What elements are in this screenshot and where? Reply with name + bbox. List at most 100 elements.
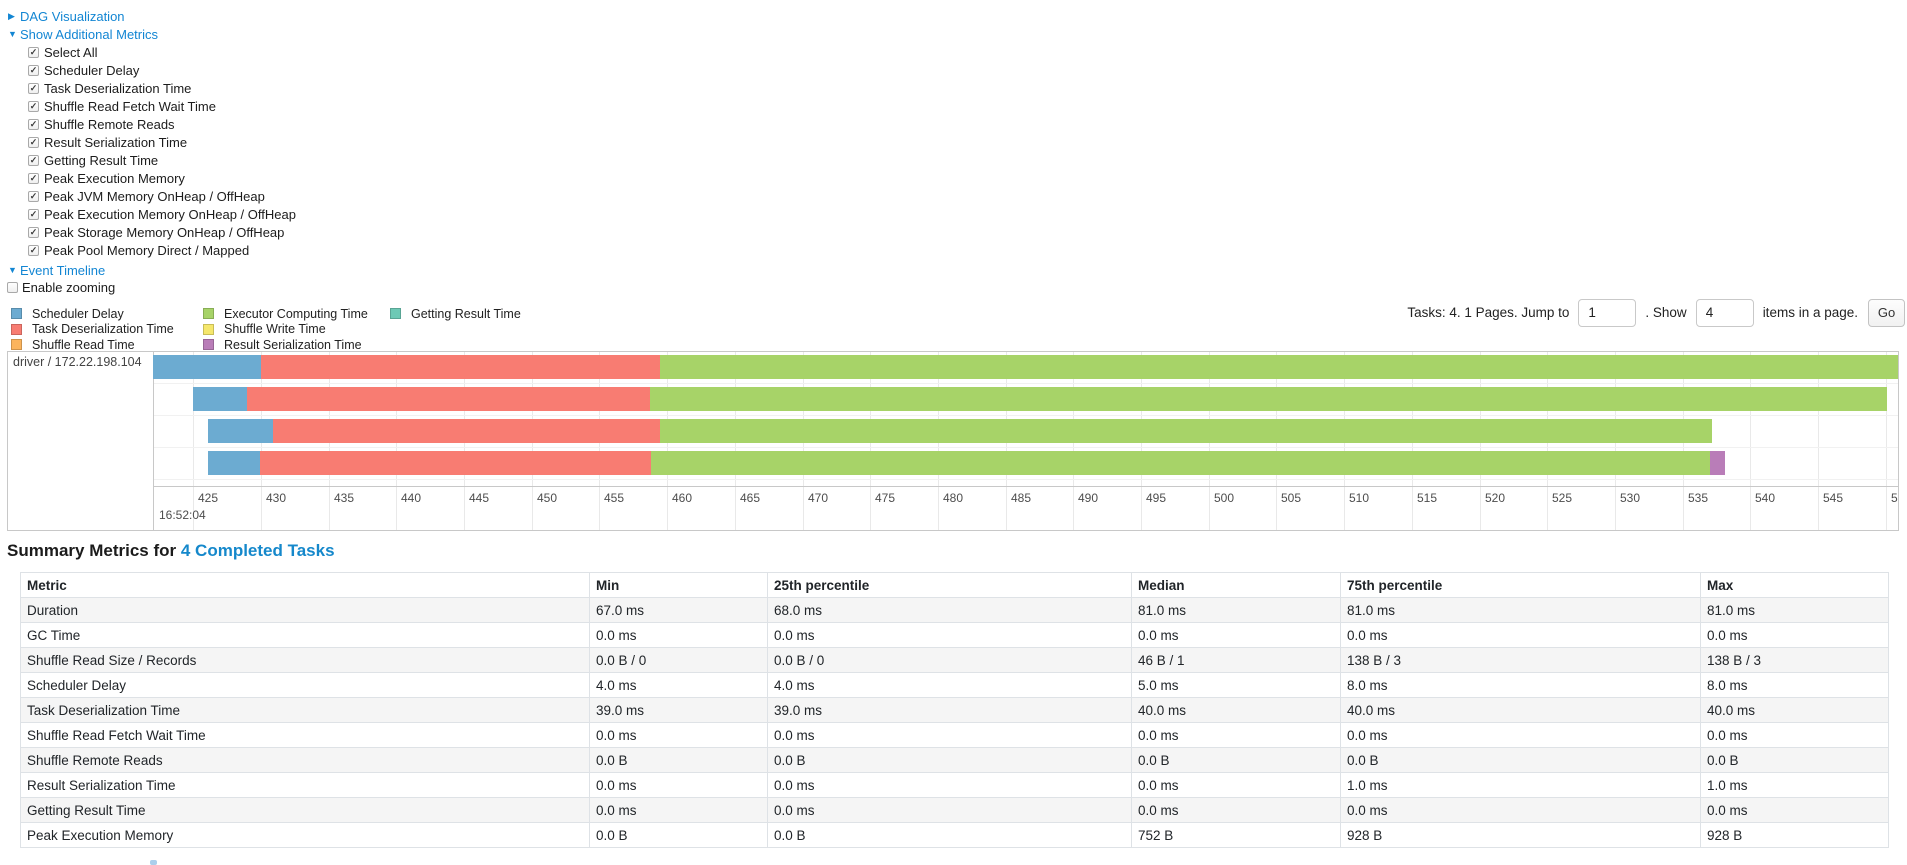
timeline-segment-executor-computing[interactable] (650, 451, 1710, 475)
timeline-segment-scheduler-delay[interactable] (193, 387, 248, 411)
metric-checkbox[interactable]: ✓ (28, 46, 39, 58)
timeline-segment-executor-computing[interactable] (660, 355, 1898, 379)
table-cell: 752 B (1131, 822, 1341, 848)
event-timeline-chart: driver / 172.22.198.104 425 430 435 440 445 4… (7, 351, 1899, 531)
timeline-tick-label: 460 (672, 491, 693, 505)
timeline-tick-label: 550 (1891, 491, 1898, 505)
jump-to-page-input[interactable] (1578, 298, 1637, 327)
timeline-tick-label: 505 (1281, 491, 1302, 505)
legend-label: Shuffle Write Time (224, 322, 326, 337)
check-icon: ✓ (29, 172, 38, 183)
table-cell: 8.0 ms (1700, 672, 1889, 698)
table-row: Shuffle Read Fetch Wait Time 0.0 ms 0.0 ms… (20, 722, 1889, 748)
metric-checkbox[interactable]: ✓ (28, 82, 39, 94)
legend-label: Getting Result Time (411, 306, 521, 321)
timeline-segment-executor-computing[interactable] (649, 387, 1888, 411)
go-button[interactable]: Go (1868, 298, 1905, 327)
timeline-tick-label: 495 (1146, 491, 1167, 505)
timeline-row-separator (154, 415, 1898, 416)
table-row: Result Serialization Time 0.0 ms 0.0 ms 0.0… (20, 772, 1889, 798)
table-cell: 0.0 ms (1340, 622, 1701, 648)
table-cell: 0.0 ms (1700, 797, 1889, 823)
check-icon: ✓ (29, 64, 38, 75)
metric-checkbox-label[interactable]: Select All (44, 44, 98, 60)
timeline-major-label: 16:52:04 (159, 508, 206, 522)
table-row: Getting Result Time 0.0 ms 0.0 ms 0.0 ms 0.0… (20, 797, 1889, 823)
legend-label: Scheduler Delay (32, 306, 124, 321)
check-icon: ✓ (29, 154, 38, 165)
metric-checkbox-label[interactable]: Peak Storage Memory OnHeap / OffHeap (44, 224, 285, 240)
legend-item: Executor Computing Time (203, 306, 368, 322)
metric-checkbox[interactable]: ✓ (28, 190, 39, 202)
metric-checkbox-label[interactable]: Shuffle Read Fetch Wait Time (44, 98, 216, 114)
metric-checkbox[interactable]: ✓ (28, 226, 39, 238)
timeline-tick-label: 440 (401, 491, 422, 505)
metric-checkbox-label[interactable]: Peak Execution Memory OnHeap / OffHeap (44, 206, 296, 222)
table-cell: 0.0 B (589, 747, 768, 773)
completed-tasks-link[interactable]: 4 Completed Tasks (180, 541, 335, 560)
metric-checkbox[interactable]: ✓ (28, 208, 39, 220)
metric-checkbox-label[interactable]: Result Serialization Time (44, 134, 188, 150)
items-per-page-input[interactable] (1695, 298, 1754, 327)
timeline-gridline (1818, 352, 1819, 530)
dag-visualization-label: DAG Visualization (20, 8, 125, 24)
metric-checkbox-label[interactable]: Task Deserialization Time (44, 80, 192, 96)
metric-checkbox-label[interactable]: Getting Result Time (44, 152, 159, 168)
metric-checkbox-item: ✓ Peak Execution Memory OnHeap / OffHeap (28, 205, 296, 223)
timeline-segment-task-deserialization[interactable] (259, 451, 651, 475)
dag-visualization-toggle[interactable]: ▶ DAG Visualization (8, 7, 125, 25)
timeline-segment-task-deserialization[interactable] (260, 355, 661, 379)
metric-checkbox-item: ✓ Task Deserialization Time (28, 79, 296, 97)
table-cell: 138 B / 3 (1700, 647, 1889, 673)
metric-checkbox-label[interactable]: Shuffle Remote Reads (44, 116, 175, 132)
chevron-down-icon: ▼ (8, 265, 17, 275)
timeline-tick-label: 500 (1214, 491, 1235, 505)
metric-checkbox[interactable]: ✓ (28, 244, 39, 256)
timeline-segment-task-deserialization[interactable] (273, 419, 661, 443)
timeline-segment-executor-computing[interactable] (660, 419, 1713, 443)
table-cell: 0.0 ms (589, 772, 768, 798)
table-cell: 40.0 ms (1131, 697, 1341, 723)
table-header-cell: 25th percentile (767, 572, 1132, 598)
metric-checkbox-item: ✓ Getting Result Time (28, 151, 296, 169)
table-cell: 0.0 ms (1131, 622, 1341, 648)
metric-checkbox-item: ✓ Select All (28, 43, 296, 61)
timeline-segment-scheduler-delay[interactable] (152, 355, 261, 379)
metric-checkbox-item: ✓ Result Serialization Time (28, 133, 296, 151)
metric-checkbox[interactable]: ✓ (28, 136, 39, 148)
metric-checkbox[interactable]: ✓ (28, 100, 39, 112)
metric-checkbox-label[interactable]: Scheduler Delay (44, 62, 140, 78)
enable-zooming-checkbox[interactable] (7, 281, 18, 293)
timeline-axis-line (8, 486, 1898, 487)
event-timeline-toggle[interactable]: ▼ Event Timeline (8, 261, 105, 279)
additional-metrics-toggle[interactable]: ▼ Show Additional Metrics (8, 25, 158, 43)
metric-checkbox[interactable]: ✓ (28, 172, 39, 184)
timeline-segment-task-deserialization[interactable] (247, 387, 650, 411)
timeline-tick-label: 490 (1078, 491, 1099, 505)
check-icon: ✓ (29, 136, 38, 147)
timeline-tick-label: 515 (1417, 491, 1438, 505)
legend-item: Shuffle Write Time (203, 322, 368, 338)
legend-item: Shuffle Read Time (11, 337, 174, 353)
metric-checkbox-label[interactable]: Peak Execution Memory (44, 170, 185, 186)
metric-checkbox-item: ✓ Scheduler Delay (28, 61, 296, 79)
metric-checkbox[interactable]: ✓ (28, 154, 39, 166)
metric-checkbox-label[interactable]: Peak JVM Memory OnHeap / OffHeap (44, 188, 265, 204)
table-cell: 0.0 ms (767, 772, 1132, 798)
timeline-segment-result-serialization[interactable] (1709, 451, 1725, 475)
metric-checkbox-label[interactable]: Peak Pool Memory Direct / Mapped (44, 242, 250, 258)
table-header-cell: Max (1700, 572, 1889, 598)
timeline-segment-scheduler-delay[interactable] (208, 419, 274, 443)
metric-checkbox[interactable]: ✓ (28, 118, 39, 130)
table-cell: 928 B (1340, 822, 1701, 848)
timeline-tick-label: 425 (198, 491, 219, 505)
table-header-cell: 75th percentile (1340, 572, 1701, 598)
enable-zooming-label[interactable]: Enable zooming (22, 279, 116, 295)
metric-checkbox[interactable]: ✓ (28, 64, 39, 76)
table-cell: Peak Execution Memory (20, 822, 590, 848)
table-cell: 40.0 ms (1700, 697, 1889, 723)
check-icon: ✓ (29, 208, 38, 219)
timeline-segment-scheduler-delay[interactable] (208, 451, 260, 475)
timeline-row-separator (154, 383, 1898, 384)
legend-column: Executor Computing Time Shuffle Write Tim… (203, 306, 368, 353)
